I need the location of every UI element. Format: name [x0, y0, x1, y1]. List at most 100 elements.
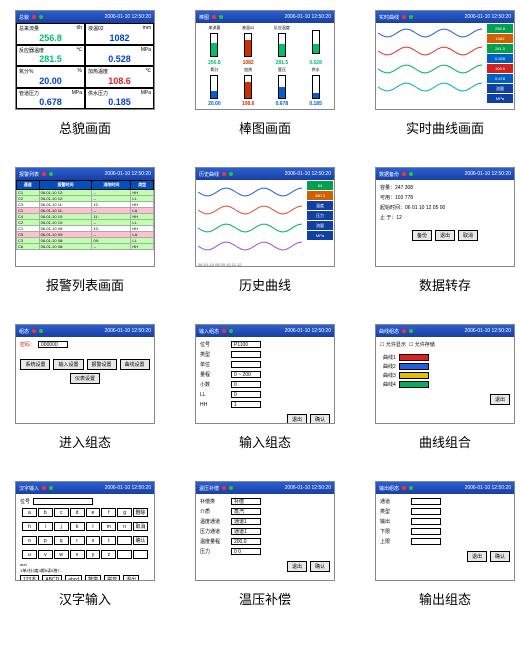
- status-dot-green: [219, 15, 223, 19]
- thumbnail[interactable]: 总貌 2006-01-10 12:50:20 总来流量t/h 256.8 液温0…: [15, 10, 155, 110]
- bar-cell: 反应温度 281.5: [266, 25, 299, 66]
- input-HH[interactable]: 1: [231, 401, 261, 408]
- input-温度量程[interactable]: 200.0: [231, 538, 261, 545]
- mode-数学[interactable]: 数学: [85, 575, 101, 581]
- key-k[interactable]: k: [70, 522, 85, 531]
- key-e[interactable]: e: [86, 508, 101, 517]
- key-blank[interactable]: [117, 550, 132, 559]
- button-退出[interactable]: 退出: [287, 561, 307, 572]
- button-退出[interactable]: 退出: [435, 230, 455, 241]
- thumbnail[interactable]: 汉字输入 2006-01-10 12:50:20 位号 abcdefg删除hij…: [15, 481, 155, 581]
- key-j[interactable]: j: [54, 522, 69, 531]
- key-b[interactable]: b: [38, 508, 53, 517]
- thumbnail[interactable]: 输出组态 2006-01-10 12:50:20 通道类型输出下限上限 退出确认: [375, 481, 515, 581]
- status-dot-green: [39, 15, 43, 19]
- input-温度通道[interactable]: 通道1: [231, 518, 261, 525]
- key-s[interactable]: s: [86, 536, 101, 545]
- input-压力[interactable]: 0 0: [231, 548, 261, 555]
- input-补偿类[interactable]: 补偿: [231, 498, 261, 505]
- key-r[interactable]: r: [70, 536, 85, 545]
- input-通道[interactable]: [411, 498, 441, 505]
- key-y[interactable]: y: [86, 550, 101, 559]
- ime-input[interactable]: [33, 498, 93, 505]
- input-位号[interactable]: P1100: [231, 341, 261, 348]
- key-g[interactable]: g: [117, 508, 132, 517]
- key-l[interactable]: l: [86, 522, 101, 531]
- thumbnail[interactable]: 棒图 2006-01-10 12:50:20 来流量 256.8 液温02 10…: [195, 10, 335, 110]
- key-z[interactable]: z: [101, 550, 116, 559]
- key-x[interactable]: x: [70, 550, 85, 559]
- key-确认[interactable]: 确认: [133, 536, 148, 545]
- menu-报警设置[interactable]: 报警设置: [87, 359, 117, 370]
- key-blank[interactable]: [133, 550, 148, 559]
- thumbnail[interactable]: 数据备份 2006-01-10 12:50:20 容量：247 308可用：10…: [375, 167, 515, 267]
- toggle[interactable]: ☐ 允许显示: [380, 341, 406, 348]
- menu-系统设置[interactable]: 系统设置: [20, 359, 50, 370]
- bar-cell: 加热 108.6: [232, 67, 265, 108]
- key-n[interactable]: n: [117, 522, 132, 531]
- key-取消[interactable]: 取消: [133, 522, 148, 531]
- key-w[interactable]: w: [54, 550, 69, 559]
- input-输出[interactable]: [411, 518, 441, 525]
- input-LL[interactable]: 0: [231, 391, 261, 398]
- field-row: LL0: [200, 391, 330, 398]
- thumbnail[interactable]: 报警列表 2006-01-10 12:50:20 通道报警时间消除时间类型 C1…: [15, 167, 155, 267]
- mode-abcd[interactable]: abcd: [65, 575, 82, 581]
- thumbnail[interactable]: 组态 2006-01-10 12:50:20 密码：000000 系统设置输入设…: [15, 324, 155, 424]
- key-v[interactable]: v: [38, 550, 53, 559]
- key-o[interactable]: o: [22, 536, 37, 545]
- key-h[interactable]: h: [22, 522, 37, 531]
- button-确认[interactable]: 确认: [490, 551, 510, 562]
- key-c[interactable]: c: [54, 508, 69, 517]
- status-dot-red: [222, 329, 226, 333]
- key-t[interactable]: t: [101, 536, 116, 545]
- password-input[interactable]: 000000: [38, 341, 68, 348]
- input-类型[interactable]: [411, 508, 441, 515]
- input-小数[interactable]: 0: [231, 381, 261, 388]
- button-备份[interactable]: 备份: [412, 230, 432, 241]
- button-取消[interactable]: 取消: [458, 230, 478, 241]
- key-m[interactable]: m: [101, 522, 116, 531]
- form-line: 容量：247 308: [380, 184, 510, 191]
- thumbnail[interactable]: 曲线组态 2006-01-10 12:50:20 ☐ 允许显示 ☐ 允许存储 曲…: [375, 324, 515, 424]
- key-删除[interactable]: 删除: [133, 508, 148, 517]
- mode-ABCD[interactable]: ABCD: [42, 575, 62, 581]
- caption: 温压补偿: [239, 589, 291, 608]
- field-row: 输出: [380, 518, 510, 525]
- input-量程[interactable]: 0 ~ 200: [231, 371, 261, 378]
- thumbnail[interactable]: 历史曲线 2006-01-10 12:50:20 06-01-10 08 09 …: [195, 167, 335, 267]
- mode-退出[interactable]: 退出: [123, 575, 139, 581]
- input-单位[interactable]: [231, 361, 261, 368]
- button-退出[interactable]: 退出: [490, 394, 510, 405]
- key-f[interactable]: f: [101, 508, 116, 517]
- input-上限[interactable]: [411, 538, 441, 545]
- button-退出[interactable]: 退出: [287, 414, 307, 424]
- overview-cell: 供水压力MPa 0.185: [85, 88, 154, 110]
- input-下限[interactable]: [411, 528, 441, 535]
- menu-仪表设置[interactable]: 仪表设置: [70, 373, 100, 384]
- menu-输入设置[interactable]: 输入设置: [53, 359, 83, 370]
- thumbnail[interactable]: 实时曲线 2006-01-10 12:50:20 256.81082281.50…: [375, 10, 515, 110]
- input-压力通道[interactable]: 通道1: [231, 528, 261, 535]
- mode-123本[interactable]: 123本: [20, 575, 39, 581]
- key-q[interactable]: q: [54, 536, 69, 545]
- key-u[interactable]: u: [22, 550, 37, 559]
- key-a[interactable]: a: [22, 508, 37, 517]
- input-类型[interactable]: [231, 351, 261, 358]
- button-确认[interactable]: 确认: [310, 414, 330, 424]
- button-退出[interactable]: 退出: [467, 551, 487, 562]
- menu-曲线设置[interactable]: 曲线设置: [120, 359, 150, 370]
- mode-拼音[interactable]: 拼音: [104, 575, 120, 581]
- caption: 进入组态: [59, 432, 111, 451]
- thumbnail[interactable]: 输入组态 2006-01-10 12:50:20 位号P1100类型单位量程0 …: [195, 324, 335, 424]
- key-d[interactable]: d: [70, 508, 85, 517]
- status-dot-red: [212, 15, 216, 19]
- key-p[interactable]: p: [38, 536, 53, 545]
- toggle[interactable]: ☐ 允许存储: [409, 341, 435, 348]
- button-确认[interactable]: 确认: [310, 561, 330, 572]
- key-i[interactable]: i: [38, 522, 53, 531]
- input-介质[interactable]: 蒸汽: [231, 508, 261, 515]
- thumbnail[interactable]: 温压补偿 2006-01-10 12:50:20 补偿类补偿介质蒸汽温度通道通道…: [195, 481, 335, 581]
- key-blank[interactable]: [117, 536, 132, 545]
- bar-cell: 液温02 1082: [232, 25, 265, 66]
